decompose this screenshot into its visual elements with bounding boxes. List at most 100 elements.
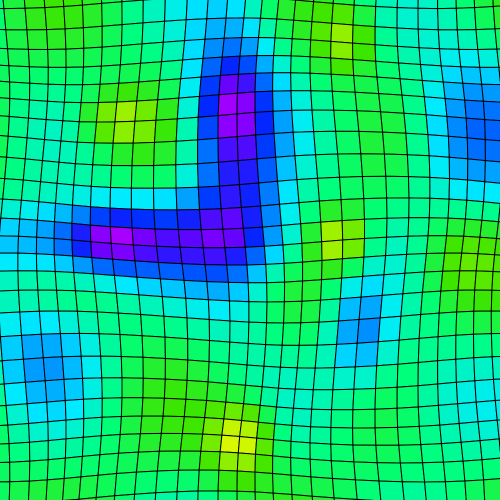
mesh-cell xyxy=(290,474,313,497)
mesh-cell xyxy=(219,184,242,210)
mesh-cell xyxy=(474,270,494,291)
mesh-cell xyxy=(140,41,164,64)
mesh-cell xyxy=(275,155,298,182)
mesh-cell xyxy=(294,154,319,181)
mesh-cell xyxy=(95,495,116,500)
mesh-cell xyxy=(374,386,398,410)
mesh-cell xyxy=(244,245,267,266)
mesh-cell xyxy=(352,4,377,28)
mesh-cell xyxy=(428,155,450,180)
mesh-cell xyxy=(197,161,220,188)
mesh-cell xyxy=(36,270,58,291)
mesh-cell xyxy=(229,320,250,344)
mesh-cell xyxy=(218,73,239,96)
mesh-cell xyxy=(78,102,99,123)
mesh-cell xyxy=(479,219,499,239)
mesh-cell xyxy=(98,333,122,357)
mesh-cell xyxy=(82,25,103,49)
mesh-cell xyxy=(330,443,355,463)
mesh-cell xyxy=(7,423,30,445)
mesh-cell xyxy=(183,279,209,301)
mesh-cell xyxy=(336,319,360,345)
mesh-cell xyxy=(141,397,165,417)
mesh-cell xyxy=(229,300,250,323)
mesh-cell xyxy=(493,378,500,401)
mesh-cell xyxy=(455,7,477,31)
mesh-cell xyxy=(142,0,166,24)
mesh-cell xyxy=(92,142,114,166)
mesh-cell xyxy=(246,343,267,367)
mesh-cell xyxy=(110,242,136,262)
mesh-cell xyxy=(293,0,315,23)
mesh-cell xyxy=(138,432,162,453)
mesh-cell xyxy=(197,137,219,165)
mesh-cell xyxy=(279,202,302,226)
mesh-cell xyxy=(142,377,166,399)
mesh-cell xyxy=(197,185,222,210)
mesh-cell xyxy=(71,222,92,243)
mesh-cell xyxy=(496,221,500,240)
mesh-cell xyxy=(440,270,461,292)
mesh-cell xyxy=(206,381,229,403)
mesh-cell xyxy=(301,279,323,302)
mesh-cell xyxy=(386,197,410,219)
mesh-cell xyxy=(473,333,493,359)
mesh-cell xyxy=(396,27,420,49)
mesh-cell xyxy=(464,479,486,500)
mesh-cell xyxy=(45,100,65,122)
mesh-cell xyxy=(473,310,492,335)
mesh-cell xyxy=(294,367,316,391)
mesh-cell xyxy=(200,56,223,78)
mesh-cell xyxy=(247,282,268,303)
mesh-cell xyxy=(218,451,239,472)
mesh-cell xyxy=(440,65,464,84)
mesh-cell xyxy=(494,238,500,256)
mesh-cell xyxy=(36,219,55,239)
mesh-cell xyxy=(100,416,122,437)
mesh-cell xyxy=(331,2,355,26)
mesh-cell xyxy=(63,455,83,479)
mesh-cell xyxy=(427,134,450,158)
mesh-cell xyxy=(310,408,333,428)
mesh-cell xyxy=(274,406,294,426)
mesh-cell xyxy=(101,24,123,48)
mesh-cell xyxy=(444,235,465,254)
mesh-cell xyxy=(437,7,458,31)
mesh-cell xyxy=(154,491,178,500)
mesh-cell xyxy=(317,176,342,202)
mesh-cell xyxy=(332,478,358,500)
mesh-cell xyxy=(339,275,364,300)
mesh-cell xyxy=(186,359,210,383)
mesh-cell xyxy=(256,421,276,441)
mesh-cell xyxy=(437,29,460,50)
mesh-cell xyxy=(309,426,332,445)
mesh-cell xyxy=(475,28,498,50)
mesh-cell xyxy=(396,385,419,409)
mesh-cell xyxy=(83,46,103,68)
mesh-cell xyxy=(358,130,385,155)
mesh-cell xyxy=(455,380,477,405)
mesh-cell xyxy=(118,433,141,454)
mesh-cell xyxy=(437,311,458,338)
mesh-cell xyxy=(477,419,500,442)
mesh-cell xyxy=(400,291,423,317)
mesh-cell xyxy=(62,476,82,500)
mesh-cell xyxy=(374,26,398,47)
mesh-cell xyxy=(462,459,485,482)
mesh-cell xyxy=(19,310,42,336)
mesh-cell xyxy=(408,197,431,219)
mesh-cell xyxy=(221,418,243,437)
mesh-cell xyxy=(82,377,103,400)
mesh-cell xyxy=(309,39,332,59)
mesh-cell xyxy=(360,274,385,298)
mesh-cell xyxy=(352,59,378,78)
mesh-cell xyxy=(101,377,123,399)
mesh-cell xyxy=(494,28,500,50)
mesh-cell xyxy=(461,235,481,255)
mesh-cell xyxy=(460,440,483,462)
mesh-cell xyxy=(136,450,160,473)
mesh-cell xyxy=(456,29,479,50)
mesh-cell xyxy=(278,366,298,390)
mesh-cell xyxy=(455,357,476,383)
mesh-cell xyxy=(153,209,179,230)
